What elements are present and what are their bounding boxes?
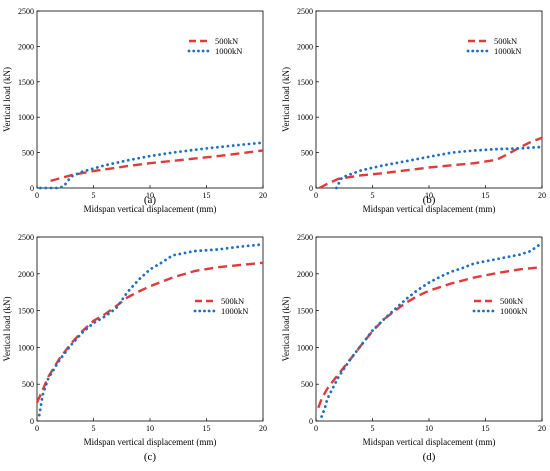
x-axis-label: Midspan vertical displacement (mm) <box>363 204 496 214</box>
x-axis-label: Midspan vertical displacement (mm) <box>84 437 217 447</box>
y-axis-label: Vertical load (kN) <box>281 67 291 132</box>
chart-panel-4: 0 5 10 15 20 0 500 1000 1500 2000 2500 Midspan vert… <box>281 233 546 463</box>
y-axis-label: Vertical load (kN) <box>2 297 12 362</box>
y-tick-label: 1500 <box>297 307 313 316</box>
panel-label: (c) <box>144 451 157 463</box>
y-tick-label: 2500 <box>18 7 34 16</box>
panel-label: (d) <box>423 451 436 463</box>
x-tick-label: 10 <box>425 191 433 200</box>
y-tick-label: 1500 <box>297 78 313 87</box>
x-axis-label: Midspan vertical displacement (mm) <box>363 437 496 447</box>
x-tick-label: 0 <box>35 191 39 200</box>
legend-entry: 500kN <box>500 296 523 306</box>
x-tick-label: 10 <box>146 424 154 433</box>
y-tick-label: 0 <box>309 417 313 426</box>
plot-frame <box>315 236 543 422</box>
y-tick-label: 1000 <box>297 343 313 352</box>
y-tick-label: 2500 <box>18 233 34 242</box>
y-tick-label: 1000 <box>18 113 34 122</box>
legend-entry: 1000kN <box>215 46 242 56</box>
x-tick-label: 0 <box>35 424 39 433</box>
legend-entry: 500kN <box>221 296 244 306</box>
panel-label: (a) <box>144 194 157 206</box>
x-tick-label: 5 <box>92 424 96 433</box>
y-tick-label: 500 <box>22 149 34 158</box>
y-tick-label: 2000 <box>297 270 313 279</box>
y-tick-label: 1000 <box>18 343 34 352</box>
y-tick-label: 500 <box>22 380 34 389</box>
x-tick-label: 5 <box>371 424 375 433</box>
x-tick-label: 15 <box>203 191 211 200</box>
legend-entry: 1000kN <box>494 46 521 56</box>
x-tick-label: 15 <box>482 191 490 200</box>
series-line-500kN <box>50 149 264 183</box>
chart-panel-2: 0 5 10 15 20 0 500 1000 1500 2000 2500 Midspan vert… <box>281 7 546 214</box>
series-line-500kN <box>317 266 543 409</box>
x-tick-label: 20 <box>259 424 267 433</box>
y-axis-label: Vertical load (kN) <box>281 297 291 362</box>
x-tick-label: 0 <box>314 191 318 200</box>
y-tick-label: 1500 <box>18 307 34 316</box>
y-tick-label: 2000 <box>18 270 34 279</box>
y-tick-label: 1000 <box>297 113 313 122</box>
y-tick-label: 500 <box>301 149 313 158</box>
x-tick-label: 10 <box>425 424 433 433</box>
y-tick-label: 2000 <box>18 42 34 51</box>
x-axis-label: Midspan vertical displacement (mm) <box>84 204 217 214</box>
legend-entry: 500kN <box>215 36 238 46</box>
y-tick-label: 1500 <box>18 78 34 87</box>
chart-panel-1: 0 5 10 15 20 0 500 1000 1500 2000 2500 Midspan vert… <box>2 7 267 214</box>
panel-label: (b) <box>423 194 436 206</box>
y-tick-label: 2500 <box>297 7 313 16</box>
y-tick-label: 0 <box>30 417 34 426</box>
y-tick-label: 2000 <box>297 42 313 51</box>
y-tick-label: 0 <box>309 184 313 193</box>
series-line-1000kN <box>37 242 265 417</box>
x-tick-label: 5 <box>92 191 96 200</box>
series-line-500kN <box>318 136 543 190</box>
series-line-500kN <box>35 261 264 404</box>
series-line-1000kN <box>39 141 265 190</box>
y-tick-label: 2500 <box>297 233 313 242</box>
legend-entry: 1000kN <box>500 306 527 316</box>
x-tick-label: 20 <box>538 424 546 433</box>
plot-frame <box>36 236 264 422</box>
x-tick-label: 20 <box>259 191 267 200</box>
x-tick-label: 15 <box>482 424 490 433</box>
x-tick-label: 10 <box>146 191 154 200</box>
x-tick-label: 5 <box>371 191 375 200</box>
legend-entry: 1000kN <box>221 306 248 316</box>
y-tick-label: 0 <box>30 184 34 193</box>
legend-entry: 500kN <box>494 36 517 46</box>
chart-panel-3: 0 5 10 15 20 0 500 1000 1500 2000 2500 Midspan vert… <box>2 233 267 463</box>
y-axis-label: Vertical load (kN) <box>2 67 12 132</box>
x-tick-label: 0 <box>314 424 318 433</box>
x-tick-label: 20 <box>538 191 546 200</box>
y-tick-label: 500 <box>301 380 313 389</box>
series-line-1000kN <box>320 241 544 419</box>
series-line-1000kN <box>334 145 544 190</box>
x-tick-label: 15 <box>203 424 211 433</box>
